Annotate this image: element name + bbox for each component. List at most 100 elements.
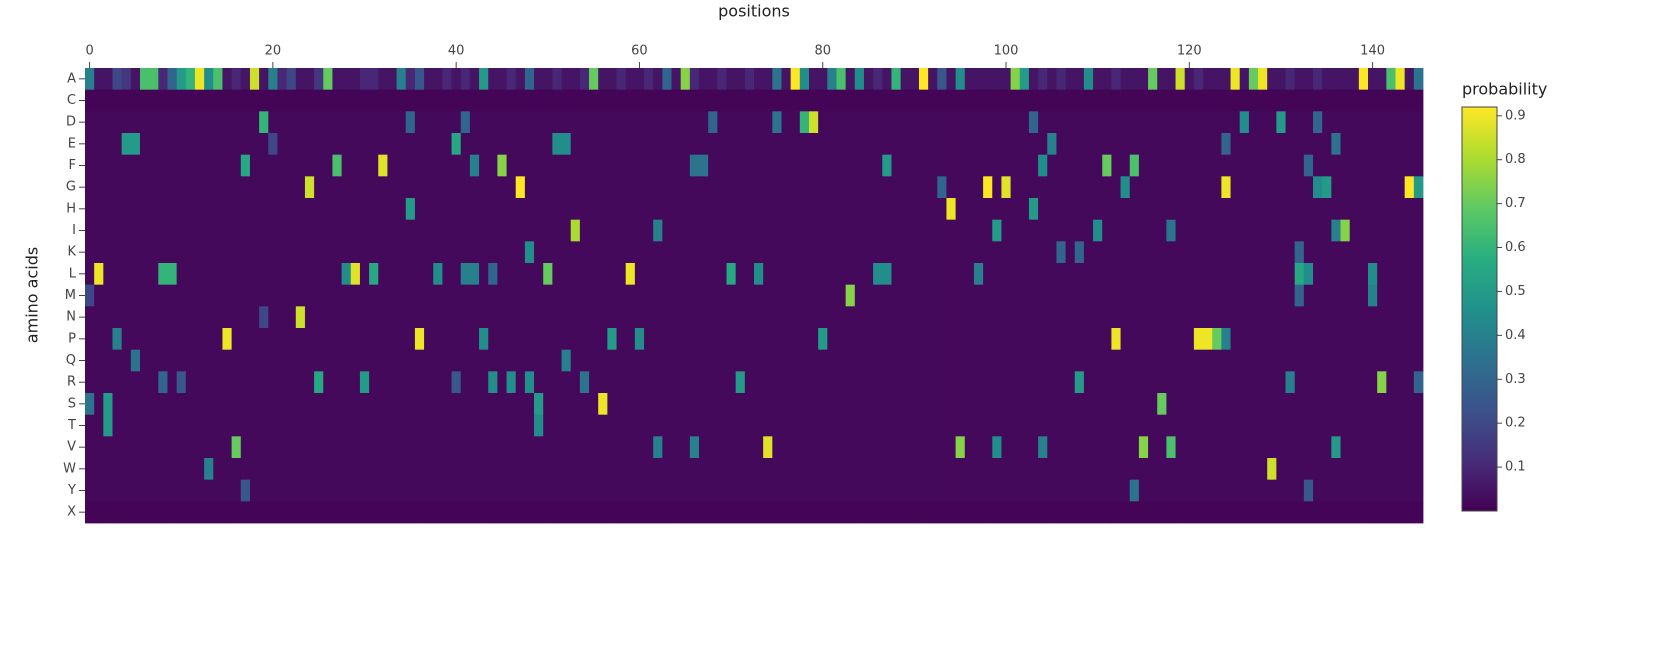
heatmap-cell	[1368, 458, 1378, 481]
heatmap-cell	[818, 263, 828, 286]
heatmap-cell	[598, 111, 608, 134]
heatmap-cell	[1038, 328, 1048, 351]
heatmap-cell	[277, 349, 288, 372]
heatmap-cell	[671, 219, 682, 242]
heatmap-cell	[323, 306, 333, 329]
heatmap-cell	[451, 436, 462, 459]
heatmap-cell	[405, 328, 416, 351]
heatmap-cell	[130, 68, 141, 91]
heatmap-cell	[524, 328, 535, 351]
heatmap-cell	[909, 349, 920, 372]
heatmap-cell	[1368, 328, 1378, 351]
heatmap-cell	[387, 176, 397, 199]
heatmap-cell	[955, 219, 966, 242]
heatmap-cell	[543, 284, 553, 307]
heatmap-cell	[1331, 284, 1341, 307]
heatmap-cell	[350, 436, 361, 459]
heatmap-cell	[1184, 436, 1195, 459]
heatmap-cell	[680, 111, 691, 134]
heatmap-cell	[708, 154, 718, 177]
heatmap-cell	[488, 436, 498, 459]
heatmap-cell	[414, 68, 425, 91]
heatmap-cell	[1221, 501, 1231, 524]
heatmap-cell	[735, 306, 746, 329]
heatmap-cell	[332, 176, 343, 199]
heatmap-cell	[167, 458, 178, 481]
heatmap-cell	[515, 479, 526, 502]
heatmap-cell	[323, 68, 333, 91]
heatmap-cell	[176, 111, 187, 134]
heatmap-cell	[524, 241, 535, 264]
heatmap-cell	[497, 414, 507, 437]
heatmap-cell	[873, 263, 883, 286]
heatmap-cell	[790, 371, 801, 394]
heatmap-cell	[414, 89, 425, 112]
heatmap-cell	[332, 414, 343, 437]
heatmap-cell	[607, 89, 617, 112]
heatmap-cell	[121, 306, 132, 329]
heatmap-cell	[717, 458, 727, 481]
heatmap-cell	[1221, 349, 1231, 372]
heatmap-cell	[286, 241, 297, 264]
heatmap-cell	[332, 284, 343, 307]
heatmap-cell	[744, 133, 755, 156]
heatmap-cell	[680, 284, 691, 307]
heatmap-cell	[1175, 133, 1186, 156]
heatmap-cell	[561, 328, 572, 351]
heatmap-cell	[378, 393, 388, 416]
heatmap-cell	[708, 414, 718, 437]
heatmap-cell	[1322, 241, 1332, 264]
heatmap-cell	[1148, 393, 1158, 416]
heatmap-cell	[341, 349, 352, 372]
heatmap-cell	[662, 349, 672, 372]
heatmap-cell	[1010, 393, 1021, 416]
heatmap-cell	[928, 479, 938, 502]
heatmap-cell	[616, 479, 627, 502]
heatmap-cell	[1138, 371, 1149, 394]
heatmap-cell	[1074, 328, 1085, 351]
heatmap-cell	[589, 89, 599, 112]
heatmap-cell	[1019, 284, 1030, 307]
heatmap-cell	[479, 89, 489, 112]
heatmap-cell	[341, 111, 352, 134]
heatmap-cell	[85, 436, 95, 459]
heatmap-cell	[653, 306, 663, 329]
heatmap-cell	[1239, 414, 1250, 437]
heatmap-cell	[1349, 284, 1360, 307]
heatmap-cell	[249, 414, 260, 437]
heatmap-cell	[1074, 89, 1085, 112]
heatmap-cell	[598, 263, 608, 286]
heatmap-cell	[854, 219, 865, 242]
heatmap-cell	[1093, 479, 1103, 502]
heatmap-cell	[1258, 219, 1268, 242]
heatmap-cell	[699, 371, 709, 394]
heatmap-cell	[1331, 68, 1341, 91]
heatmap-cell	[451, 501, 462, 524]
heatmap-cell	[1166, 154, 1176, 177]
heatmap-cell	[1166, 328, 1176, 351]
heatmap-cell	[194, 349, 205, 372]
heatmap-cell	[213, 154, 223, 177]
heatmap-cell	[1331, 263, 1341, 286]
heatmap-cell	[1157, 328, 1167, 351]
heatmap-cell	[369, 501, 379, 524]
heatmap-cell	[1267, 241, 1277, 264]
heatmap-cell	[121, 458, 132, 481]
heatmap-cell	[479, 393, 489, 416]
heatmap-cell	[946, 284, 957, 307]
heatmap-cell	[94, 89, 104, 112]
heatmap-cell	[754, 263, 764, 286]
heatmap-cell	[185, 241, 196, 264]
heatmap-cell	[304, 198, 315, 221]
heatmap-cell	[149, 349, 159, 372]
heatmap-cell	[1111, 68, 1121, 91]
heatmap-cell	[937, 414, 947, 437]
heatmap-cell	[790, 479, 801, 502]
heatmap-cell	[268, 176, 278, 199]
heatmap-cell	[589, 241, 599, 264]
heatmap-cell	[1239, 241, 1250, 264]
heatmap-cell	[708, 284, 718, 307]
heatmap-cell	[836, 371, 847, 394]
heatmap-cell	[185, 219, 196, 242]
heatmap-cell	[790, 284, 801, 307]
